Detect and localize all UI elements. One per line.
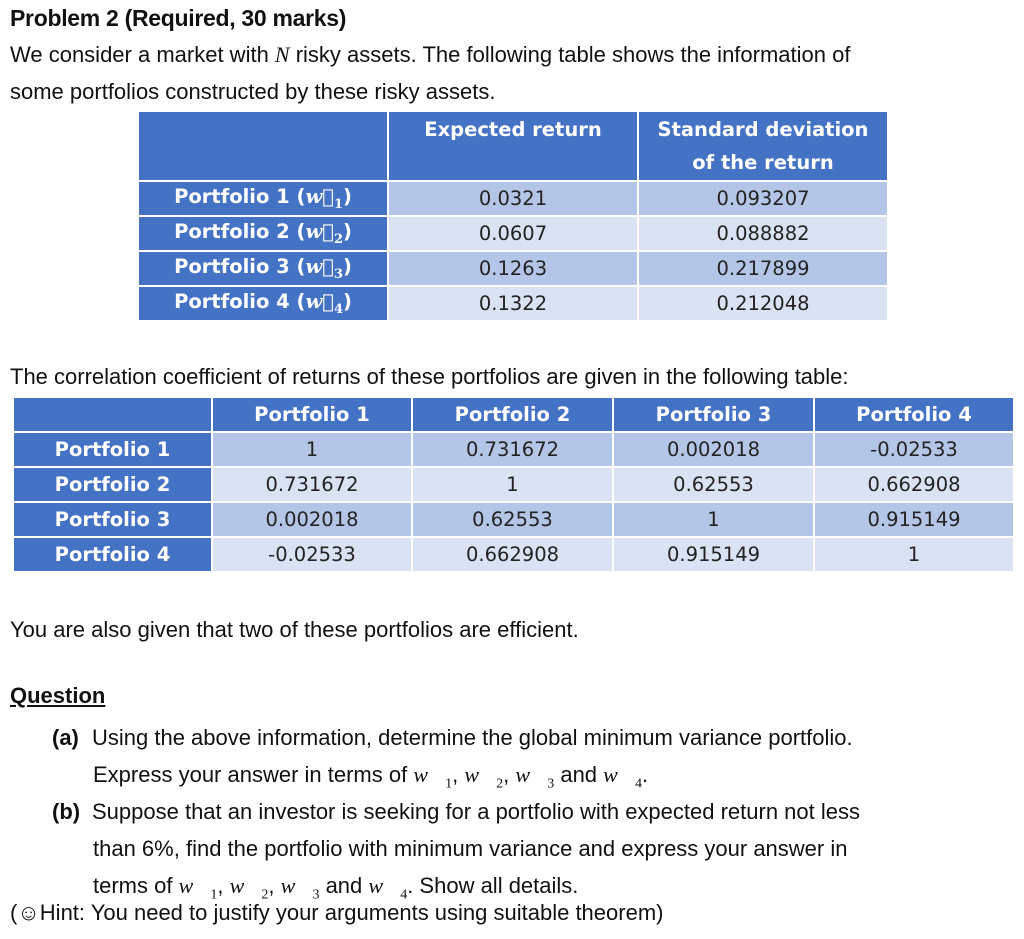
- header-cell-empty: [137, 110, 389, 182]
- correlation-cell: 0.002018: [612, 431, 815, 468]
- table-header-row: Expected return Standard deviation of th…: [137, 110, 889, 182]
- question-b: (b) Suppose that an investor is seeking f…: [52, 793, 860, 913]
- correlation-cell: 1: [612, 501, 815, 538]
- variable-n: N: [274, 42, 290, 67]
- table-row: Portfolio 1 (w⃗1) 0.0321 0.093207: [137, 180, 889, 217]
- correlation-cell: 0.731672: [411, 431, 614, 468]
- header-portfolio-4: Portfolio 4: [813, 396, 1015, 433]
- efficient-note: You are also given that two of these por…: [10, 617, 579, 642]
- weight-vector: w⃗1: [178, 873, 218, 903]
- question-a-line2: Express your answer in terms of w⃗1, w⃗2…: [93, 762, 649, 792]
- weight-vector: w⃗3: [515, 762, 555, 792]
- weight-vector: w⃗2: [229, 873, 269, 903]
- weight-vector: w⃗4: [368, 873, 408, 903]
- question-a-label: (a): [52, 725, 79, 750]
- std-dev-cell: 0.217899: [637, 250, 889, 287]
- correlation-cell: 1: [813, 536, 1015, 573]
- table-row: Portfolio 1 1 0.731672 0.002018 -0.02533: [12, 431, 1015, 468]
- header-text: of the return: [692, 151, 834, 174]
- correlation-cell: -0.02533: [211, 536, 413, 573]
- correlation-cell: 0.915149: [612, 536, 815, 573]
- std-dev-cell: 0.093207: [637, 180, 889, 217]
- header-std-dev: Standard deviation of the return: [637, 110, 889, 182]
- table-header-row: Portfolio 1 Portfolio 2 Portfolio 3 Port…: [12, 396, 1015, 433]
- row-label: Portfolio 1 (w⃗1): [137, 180, 389, 217]
- hint-text: (☺Hint: You need to justify your argumen…: [10, 900, 664, 925]
- correlation-cell: 0.731672: [211, 466, 413, 503]
- header-cell-empty: [12, 396, 213, 433]
- intro-paragraph: We consider a market with N risky assets…: [10, 36, 850, 110]
- row-label: Portfolio 3 (w⃗3): [137, 250, 389, 287]
- question-b-line2: than 6%, find the portfolio with minimum…: [93, 836, 848, 861]
- weight-vector: w⃗4: [603, 762, 642, 792]
- expected-return-cell: 0.0607: [387, 215, 639, 252]
- weight-vector: w⃗1: [305, 185, 343, 212]
- header-expected-return: Expected return: [387, 110, 639, 182]
- std-dev-cell: 0.088882: [637, 215, 889, 252]
- intro-text: some portfolios constructed by these ris…: [10, 79, 496, 104]
- correlation-cell: 0.62553: [612, 466, 815, 503]
- question-b-text: Suppose that an investor is seeking for …: [92, 799, 860, 824]
- correlation-cell: 0.662908: [411, 536, 614, 573]
- correlation-cell: 0.662908: [813, 466, 1015, 503]
- expected-return-cell: 0.1263: [387, 250, 639, 287]
- question-heading: Question: [10, 683, 106, 708]
- row-label: Portfolio 3: [12, 501, 213, 538]
- table-row: Portfolio 4 -0.02533 0.662908 0.915149 1: [12, 536, 1015, 573]
- header-portfolio-3: Portfolio 3: [612, 396, 815, 433]
- header-text: Standard deviation: [657, 118, 869, 141]
- problem-title: Problem 2 (Required, 30 marks): [10, 5, 347, 31]
- correlation-cell: 0.915149: [813, 501, 1015, 538]
- intro-text: risky assets. The following table shows …: [289, 42, 851, 67]
- row-label: Portfolio 4: [12, 536, 213, 573]
- weight-vector: w⃗4: [305, 290, 343, 317]
- weight-vector: w⃗1: [413, 762, 453, 792]
- table-row: Portfolio 3 (w⃗3) 0.1263 0.217899: [137, 250, 889, 287]
- row-label: Portfolio 2 (w⃗2): [137, 215, 389, 252]
- correlation-cell: 0.62553: [411, 501, 614, 538]
- weight-vector: w⃗2: [464, 762, 504, 792]
- correlation-cell: 1: [411, 466, 614, 503]
- intro-text: We consider a market with: [10, 42, 275, 67]
- table-row: Portfolio 2 (w⃗2) 0.0607 0.088882: [137, 215, 889, 252]
- header-portfolio-2: Portfolio 2: [411, 396, 614, 433]
- correlation-cell: 1: [211, 431, 413, 468]
- table-row: Portfolio 2 0.731672 1 0.62553 0.662908: [12, 466, 1015, 503]
- correlation-cell: 0.002018: [211, 501, 413, 538]
- row-label: Portfolio 1: [12, 431, 213, 468]
- expected-return-cell: 0.1322: [387, 285, 639, 322]
- weight-vector: w⃗2: [305, 220, 343, 247]
- correlation-cell: -0.02533: [813, 431, 1015, 468]
- question-a-text: Using the above information, determine t…: [92, 725, 853, 750]
- correlation-table: Portfolio 1 Portfolio 2 Portfolio 3 Port…: [12, 396, 1015, 573]
- row-label: Portfolio 4 (w⃗4): [137, 285, 389, 322]
- correlation-intro: The correlation coefficient of returns o…: [10, 364, 849, 389]
- question-b-label: (b): [52, 799, 81, 824]
- row-label: Portfolio 2: [12, 466, 213, 503]
- weight-vector: w⃗3: [280, 873, 320, 903]
- expected-return-cell: 0.0321: [387, 180, 639, 217]
- header-portfolio-1: Portfolio 1: [211, 396, 413, 433]
- table-row: Portfolio 4 (w⃗4) 0.1322 0.212048: [137, 285, 889, 322]
- question-b-line3: terms of w⃗1, w⃗2, w⃗3 and w⃗4. Show all…: [93, 873, 579, 903]
- table-row: Portfolio 3 0.002018 0.62553 1 0.915149: [12, 501, 1015, 538]
- portfolio-table: Expected return Standard deviation of th…: [137, 110, 889, 322]
- weight-vector: w⃗3: [305, 255, 343, 282]
- std-dev-cell: 0.212048: [637, 285, 889, 322]
- question-a: (a) Using the above information, determin…: [52, 719, 853, 802]
